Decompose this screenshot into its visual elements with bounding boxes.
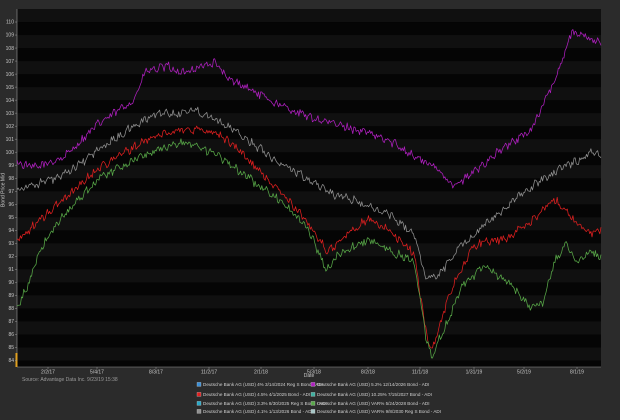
x-tick-label: 2/2/17	[41, 370, 55, 376]
grid-band	[17, 295, 601, 309]
y-tick-label: 91	[8, 267, 14, 273]
legend-label: Deutsche Bank AG (USD) VAR% 5/24/2028 Bo…	[317, 401, 430, 406]
legend-swatch	[196, 409, 202, 414]
x-tick-label: 5/4/17	[90, 370, 104, 376]
grid-band	[17, 35, 601, 49]
x-tick-label: 8/1/19	[570, 370, 584, 376]
y-tick-label: 98	[8, 176, 14, 182]
grid-band	[17, 243, 601, 257]
y-tick-label: 85	[8, 345, 14, 351]
x-tick-label: 11/2/17	[201, 370, 218, 376]
grid-band	[17, 139, 601, 153]
grid-band	[17, 191, 601, 205]
y-tick-label: 106	[6, 72, 15, 78]
legend-label: Deutsche Bank AG (USD) 5.2% 12/14/2026 B…	[317, 382, 429, 387]
grid-band	[17, 347, 601, 361]
legend-label: Deutsche Bank AG (USD) VAR% 9/8/2030 Reg…	[317, 409, 441, 414]
legend-swatch	[310, 382, 316, 387]
x-tick-label: 5/3/18	[307, 370, 321, 376]
y-tick-label: 95	[8, 215, 14, 221]
series-layer	[15, 29, 602, 367]
legend-swatch	[196, 382, 202, 387]
x-axis-ticks: 2/2/17 5/4/17 8/3/17 11/2/17 2/1/18 5/3/18 8/2…	[41, 367, 584, 376]
axis-marker	[15, 353, 18, 367]
legend-label: Deutsche Bank AG (USD) 10.25% 7/15/2027 …	[317, 392, 432, 397]
legend-swatch	[310, 409, 316, 414]
series-line	[16, 125, 602, 349]
legend-label: Deutsche Bank AG (USD) 4% 3/14/2024 Reg …	[203, 382, 323, 387]
legend-swatch	[310, 401, 316, 406]
grid-band	[17, 87, 601, 101]
legend-label: Deutsche Bank AG (USD) 3.3% 8/30/2025 Re…	[203, 401, 327, 406]
y-tick-label: 87	[8, 319, 14, 325]
legend-label: Deutsche Bank AG (USD) 4.5% 4/1/2025 Bon…	[203, 392, 310, 397]
legend-swatch	[196, 392, 202, 397]
grid-band	[17, 113, 601, 127]
series-line	[16, 106, 602, 280]
y-tick-label: 103	[6, 111, 15, 117]
y-tick-label: 89	[8, 293, 14, 299]
x-tick-label: 2/1/18	[254, 370, 268, 376]
y-tick-label: 88	[8, 306, 14, 312]
y-tick-label: 96	[8, 202, 14, 208]
y-tick-label: 101	[6, 137, 15, 143]
y-tick-label: 93	[8, 241, 14, 247]
legend-label: Deutsche Bank AG (USD) 4.1% 1/13/2026 Bo…	[203, 409, 313, 414]
grid-band	[17, 61, 601, 75]
series-line	[16, 29, 602, 189]
x-tick-label: 5/2/19	[517, 370, 531, 376]
x-axis-title: Date	[304, 373, 315, 379]
y-tick-label: 84	[8, 358, 14, 364]
y-tick-label: 100	[6, 150, 15, 156]
grid-band	[17, 321, 601, 335]
y-tick-label: 92	[8, 254, 14, 260]
grid-band	[17, 9, 601, 23]
y-tick-label: 90	[8, 280, 14, 286]
series-line	[16, 138, 602, 359]
x-tick-label: 8/3/17	[149, 370, 163, 376]
y-tick-label: 108	[6, 46, 15, 52]
y-tick-label: 97	[8, 189, 14, 195]
grid-band	[17, 269, 601, 283]
y-axis-ticks: 84 85 86 87 88 89 90 91 92 93 94 95 96 97 98 99 100 101 10…	[6, 20, 17, 364]
y-tick-label: 109	[6, 33, 15, 39]
legend: Deutsche Bank AG (USD) 4% 3/14/2024 Reg …	[196, 382, 441, 414]
y-tick-label: 86	[8, 332, 14, 338]
y-tick-label: 105	[6, 85, 15, 91]
y-tick-label: 104	[6, 98, 15, 104]
y-tick-label: 102	[6, 124, 15, 130]
y-tick-label: 107	[6, 59, 15, 65]
y-tick-label: 110	[6, 20, 14, 26]
grid-band	[17, 165, 601, 179]
x-tick-label: 8/2/18	[361, 370, 375, 376]
legend-swatch	[310, 392, 316, 397]
x-tick-label: 11/1/18	[412, 370, 429, 376]
x-tick-label: 1/31/19	[466, 370, 483, 376]
legend-swatch	[196, 401, 202, 406]
source-note: Source: Advantage Data Inc. 9/23/19 15:3…	[22, 377, 118, 383]
y-tick-label: 94	[8, 228, 14, 234]
y-tick-label: 99	[8, 163, 14, 169]
y-axis-title: Bond Price Mid	[1, 173, 7, 207]
